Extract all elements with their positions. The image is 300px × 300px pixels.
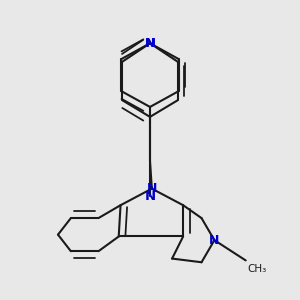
Text: N: N [209,234,220,247]
Text: CH₃: CH₃ [248,264,267,274]
Text: N: N [144,190,156,202]
Text: N: N [145,37,155,50]
Text: N: N [144,37,156,50]
Text: N: N [147,182,157,195]
